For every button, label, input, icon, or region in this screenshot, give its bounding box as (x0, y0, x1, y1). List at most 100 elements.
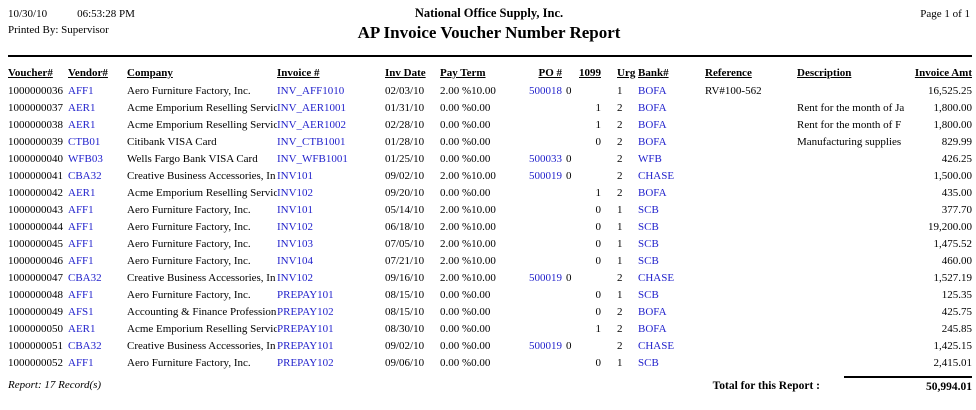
cell-bank[interactable]: BOFA (638, 84, 667, 97)
cell-company: Aero Furniture Factory, Inc. (127, 254, 251, 267)
cell-company: Acme Emporium Reselling Servic (127, 101, 277, 114)
cell-vendor[interactable]: AER1 (68, 118, 96, 131)
cell-inv-date: 07/21/10 (385, 254, 425, 267)
cell-description (795, 320, 905, 337)
cell-invoice[interactable]: INV_CTB1001 (277, 135, 346, 148)
cell-invoice[interactable]: INV_AER1002 (277, 118, 347, 131)
cell-description (795, 218, 905, 235)
cell-bank[interactable]: SCB (638, 288, 659, 301)
cell-vendor[interactable]: AFF1 (68, 288, 94, 301)
cell-f1099: 1 (595, 118, 602, 131)
cell-vendor[interactable]: AER1 (68, 186, 96, 199)
page-indicator: Page 1 of 1 (920, 8, 970, 20)
report-footer: Report: 17 Record(s) Total for this Repo… (8, 376, 972, 396)
col-header-invoice: Invoice # (277, 67, 320, 79)
cell-invoice[interactable]: INV102 (277, 186, 314, 199)
cell-po[interactable]: 500019 (529, 339, 562, 352)
cell-po[interactable]: 500019 (529, 271, 562, 284)
col-header-company: Company (127, 67, 173, 79)
cell-vendor[interactable]: CBA32 (68, 169, 102, 182)
cell-invoice[interactable]: PREPAY102 (277, 356, 334, 369)
cell-amount: 460.00 (941, 254, 972, 267)
cell-vendor[interactable]: AFF1 (68, 203, 94, 216)
cell-bank[interactable]: SCB (638, 356, 659, 369)
cell-urg: 1 (617, 237, 623, 250)
cell-bank[interactable]: BOFA (638, 186, 667, 199)
cell-company: Creative Business Accessories, In (127, 271, 276, 284)
cell-company: Acme Emporium Reselling Servic (127, 186, 277, 199)
cell-invoice[interactable]: INV104 (277, 254, 314, 267)
cell-bank[interactable]: BOFA (638, 101, 667, 114)
cell-invoice[interactable]: INV103 (277, 237, 314, 250)
cell-invoice[interactable]: INV_WFB1001 (277, 152, 348, 165)
cell-vendor[interactable]: AFF1 (68, 220, 94, 233)
cell-invoice[interactable]: PREPAY102 (277, 305, 334, 318)
cell-bank[interactable]: CHASE (638, 169, 675, 182)
cell-f1099: 0 (566, 169, 572, 182)
cell-invoice[interactable]: INV102 (277, 271, 314, 284)
cell-company: Acme Emporium Reselling Servic (127, 118, 277, 131)
cell-vendor[interactable]: AFF1 (68, 356, 94, 369)
cell-bank[interactable]: SCB (638, 203, 659, 216)
cell-vendor[interactable]: AFS1 (68, 305, 94, 318)
cell-reference (700, 201, 795, 218)
cell-bank[interactable]: BOFA (638, 305, 667, 318)
cell-company: Creative Business Accessories, In (127, 339, 276, 352)
col-header-bank: Bank# (638, 67, 669, 79)
cell-bank[interactable]: BOFA (638, 118, 667, 131)
cell-invoice[interactable]: PREPAY101 (277, 322, 334, 335)
cell-bank[interactable]: SCB (638, 237, 659, 250)
cell-vendor[interactable]: AFF1 (68, 84, 94, 97)
cell-description: Rent for the month of F (797, 118, 902, 131)
cell-inv-date: 02/28/10 (385, 118, 425, 131)
cell-bank[interactable]: BOFA (638, 322, 667, 335)
cell-urg: 2 (617, 118, 623, 131)
cell-f1099: 0 (595, 220, 602, 233)
cell-voucher: 1000000052 (8, 356, 63, 369)
cell-f1099: 0 (566, 84, 572, 97)
invoice-table: Voucher# Vendor# Company Invoice # Inv D… (8, 61, 972, 371)
cell-urg: 1 (617, 84, 623, 97)
cell-vendor[interactable]: AFF1 (68, 237, 94, 250)
cell-f1099: 0 (566, 339, 572, 352)
cell-vendor[interactable]: AER1 (68, 101, 96, 114)
cell-bank[interactable]: SCB (638, 220, 659, 233)
cell-po (510, 184, 562, 201)
cell-vendor[interactable]: AER1 (68, 322, 96, 335)
cell-po[interactable]: 500018 (529, 84, 562, 97)
cell-reference (700, 184, 795, 201)
cell-invoice[interactable]: INV101 (277, 169, 314, 182)
cell-bank[interactable]: WFB (638, 152, 662, 165)
cell-vendor[interactable]: WFB03 (68, 152, 103, 165)
cell-reference (700, 286, 795, 303)
cell-vendor[interactable]: AFF1 (68, 254, 94, 267)
cell-amount: 2,415.01 (933, 356, 973, 369)
cell-invoice[interactable]: PREPAY101 (277, 288, 334, 301)
cell-vendor[interactable]: CBA32 (68, 339, 102, 352)
cell-urg: 2 (617, 101, 623, 114)
cell-invoice[interactable]: INV_AER1001 (277, 101, 347, 114)
cell-bank[interactable]: BOFA (638, 135, 667, 148)
cell-vendor[interactable]: CTB01 (68, 135, 101, 148)
cell-bank[interactable]: SCB (638, 254, 659, 267)
cell-urg: 1 (617, 220, 623, 233)
cell-voucher: 1000000044 (8, 220, 63, 233)
cell-bank[interactable]: CHASE (638, 339, 675, 352)
cell-pay-term: 0.00 %0.00 (440, 186, 491, 199)
cell-amount: 125.35 (941, 288, 972, 301)
cell-voucher: 1000000048 (8, 288, 63, 301)
cell-po[interactable]: 500019 (529, 169, 562, 182)
cell-po[interactable]: 500033 (529, 152, 562, 165)
cell-vendor[interactable]: CBA32 (68, 271, 102, 284)
cell-company: Accounting & Finance Profession (127, 305, 277, 318)
cell-reference (700, 303, 795, 320)
cell-invoice[interactable]: INV101 (277, 203, 314, 216)
cell-invoice[interactable]: PREPAY101 (277, 339, 334, 352)
table-row: 1000000044 AFF1 Aero Furniture Factory, In… (8, 218, 972, 235)
cell-f1099: 0 (566, 271, 572, 284)
total-label: Total for this Report : (712, 380, 820, 392)
table-row: 1000000041 CBA32 Creative Business Accesso… (8, 167, 972, 184)
cell-bank[interactable]: CHASE (638, 271, 675, 284)
cell-invoice[interactable]: INV102 (277, 220, 314, 233)
cell-invoice[interactable]: INV_AFF1010 (277, 84, 345, 97)
